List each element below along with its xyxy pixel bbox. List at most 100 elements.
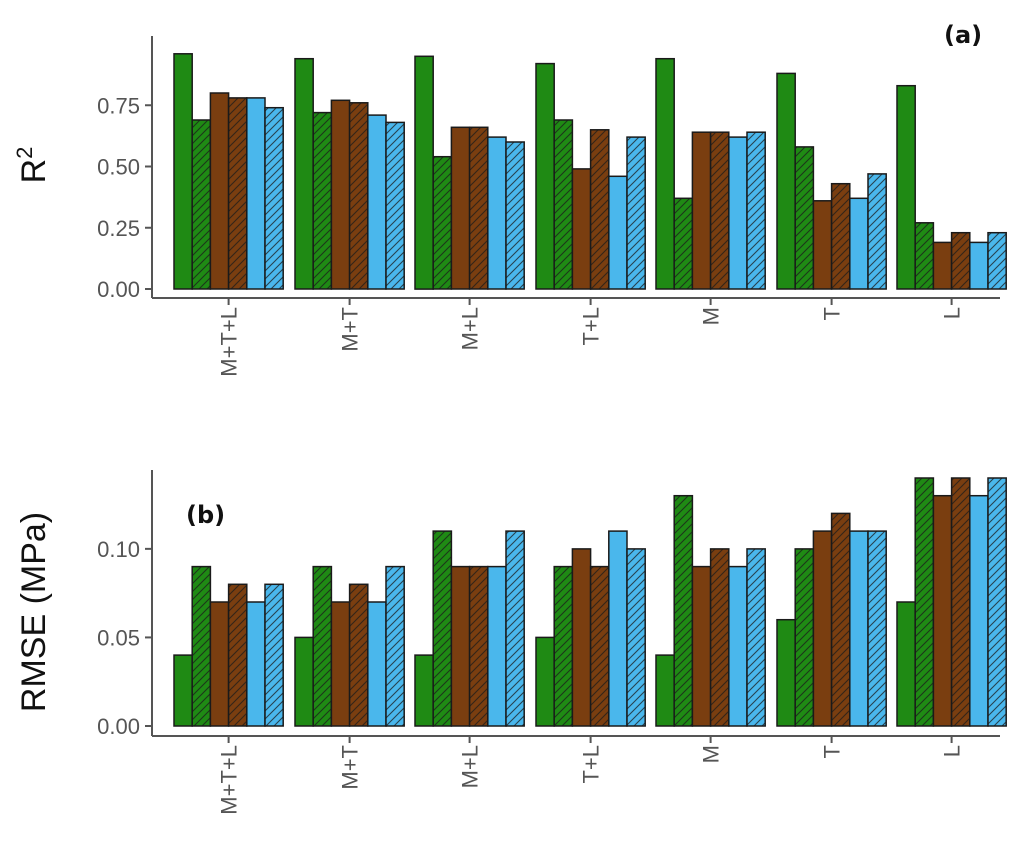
bar-b-L-s6: [987, 477, 1007, 727]
bar-a-T+L-s3: [571, 168, 592, 290]
bar-b-M+T+L-s1: [173, 654, 193, 727]
bar-b-M+L-s2: [432, 530, 453, 727]
x-tick-label-a-M+T: M+T: [338, 307, 363, 352]
bar-a-T-s1: [776, 72, 796, 290]
bar-a-T-s2: [794, 146, 815, 290]
bar-b-M-s1: [655, 654, 675, 727]
panel-label-a: (a): [944, 21, 982, 49]
bar-b-L-s5: [969, 494, 989, 727]
bar-b-T+L-s4: [589, 565, 610, 727]
bar-a-M-s2: [673, 197, 694, 290]
bar-a-M+T+L-s2: [191, 119, 212, 290]
bar-a-T+L-s5: [608, 175, 628, 290]
bar-b-T+L-s2: [553, 565, 574, 727]
y-tick-label-b: 0.10: [97, 537, 140, 562]
x-tick-label-b-M+L: M+L: [458, 745, 483, 788]
bar-b-T+L-s5: [608, 530, 628, 727]
bar-a-T-s3: [812, 200, 833, 290]
x-tick-label-b-T: T: [820, 745, 845, 758]
bar-a-M-s5: [728, 136, 748, 290]
panel-label-b: (b): [186, 501, 225, 529]
bar-b-L-s1: [896, 601, 916, 727]
bar-a-M+L-s3: [450, 126, 471, 290]
bar-a-T-s4: [830, 182, 851, 290]
bar-a-M+T-s2: [312, 111, 333, 290]
x-tick-label-b-M+T+L: M+T+L: [217, 745, 242, 815]
bar-a-M+T-s5: [367, 114, 387, 290]
bar-a-T+L-s1: [535, 62, 555, 290]
x-tick-label-a-M+T+L: M+T+L: [217, 307, 242, 377]
bar-a-T+L-s6: [626, 136, 646, 290]
bar-b-M+L-s4: [468, 565, 489, 727]
bar-a-M+T-s6: [385, 121, 405, 290]
bar-a-M-s4: [709, 131, 730, 290]
bar-b-M+T-s2: [312, 565, 333, 727]
bar-a-M+T+L-s3: [209, 92, 230, 290]
y-tick-label-a: 0.50: [97, 155, 140, 180]
x-tick-label-b-M+T: M+T: [338, 745, 363, 790]
bar-a-T+L-s4: [589, 129, 610, 290]
bar-a-M-s1: [655, 57, 675, 290]
bar-a-M+L-s2: [432, 155, 453, 290]
bar-a-M+L-s6: [505, 141, 525, 290]
bar-a-T-s6: [867, 173, 887, 290]
bar-a-L-s1: [896, 84, 916, 290]
bar-a-M+T-s3: [330, 99, 351, 290]
bar-a-T+L-s2: [553, 119, 574, 290]
bar-b-M-s5: [728, 565, 748, 727]
y-axis-title-a: R2: [12, 147, 53, 184]
bar-b-M+T-s6: [385, 565, 405, 727]
y-tick-label-a: 0.00: [97, 277, 140, 302]
bar-a-M+L-s1: [414, 55, 434, 290]
bar-b-M+T+L-s4: [227, 583, 248, 727]
bar-b-M-s2: [673, 494, 694, 727]
x-tick-label-b-M: M: [699, 745, 724, 763]
bar-b-L-s3: [932, 494, 953, 727]
x-tick-label-a-T+L: T+L: [579, 307, 604, 346]
bar-b-T-s2: [794, 548, 815, 727]
bar-a-M+T+L-s1: [173, 53, 193, 290]
bar-b-M+T+L-s5: [246, 601, 266, 727]
bar-a-M+T+L-s5: [246, 97, 266, 290]
y-axis-title-b: RMSE (MPa): [15, 512, 53, 712]
bar-a-L-s6: [987, 231, 1007, 290]
bar-b-T+L-s1: [535, 636, 555, 727]
bar-b-M+L-s1: [414, 654, 434, 727]
bar-a-T-s5: [849, 197, 869, 290]
panel-b-rmse-chart: 0.00 0.05 0.10 M+T+L M+T M+L T+L M T L RMSE (MPa) (…: [15, 470, 1007, 815]
bar-a-M+T-s4: [348, 102, 369, 290]
bar-b-M-s4: [709, 548, 730, 727]
bar-a-M-s6: [746, 131, 766, 290]
bar-a-M-s3: [691, 131, 712, 290]
x-tick-label-a-T: T: [820, 307, 845, 320]
bar-a-M+L-s4: [468, 126, 489, 290]
bar-b-M+T+L-s6: [264, 583, 284, 727]
y-tick-label-b: 0.00: [97, 714, 140, 739]
bar-b-M+L-s5: [487, 565, 507, 727]
bar-b-T-s5: [849, 530, 869, 727]
y-tick-label-a: 0.25: [97, 216, 140, 241]
x-tick-label-b-L: L: [940, 745, 965, 757]
bar-b-M+T+L-s2: [191, 565, 212, 727]
bar-b-L-s2: [914, 477, 935, 727]
bar-a-M+T+L-s6: [264, 106, 284, 290]
x-tick-label-a-L: L: [940, 307, 965, 319]
bar-b-M+T-s1: [294, 636, 314, 727]
bar-b-M+T-s5: [367, 601, 387, 727]
bar-a-L-s5: [969, 241, 989, 290]
bar-b-L-s4: [950, 477, 971, 727]
bar-b-M-s6: [746, 548, 766, 727]
bar-a-M+T-s1: [294, 57, 314, 290]
panel-a-r2-chart: 0.00 0.25 0.50 0.75 M+T+L M+T M+L T+L M T L R2 (a): [12, 21, 1007, 377]
bar-b-T+L-s6: [626, 548, 646, 727]
bar-b-T-s4: [830, 512, 851, 727]
bar-a-M+T+L-s4: [227, 97, 248, 290]
bar-b-T-s1: [776, 618, 796, 727]
bar-b-M+T+L-s3: [209, 601, 230, 727]
bar-a-L-s3: [932, 241, 953, 290]
x-tick-label-a-M: M: [699, 307, 724, 325]
bar-b-T-s6: [867, 530, 887, 727]
bar-a-M+L-s5: [487, 136, 507, 290]
bar-b-M+T-s4: [348, 583, 369, 727]
